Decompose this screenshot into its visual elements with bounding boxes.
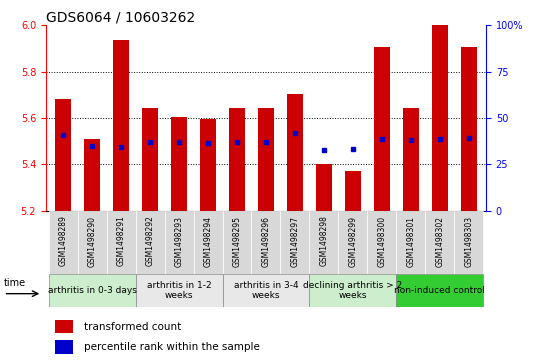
Text: GSM1498300: GSM1498300	[377, 216, 386, 267]
Text: percentile rank within the sample: percentile rank within the sample	[84, 342, 260, 352]
Bar	[200, 119, 216, 211]
Bar	[396, 274, 483, 307]
Bar	[403, 107, 418, 211]
Bar	[171, 117, 187, 211]
Text: GSM1498289: GSM1498289	[59, 216, 68, 266]
Bar	[252, 211, 280, 274]
Bar	[374, 48, 390, 211]
Bar	[222, 274, 309, 307]
Text: GSM1498302: GSM1498302	[435, 216, 444, 266]
Bar	[193, 211, 222, 274]
Bar	[309, 274, 396, 307]
Text: GSM1498294: GSM1498294	[204, 216, 213, 266]
Text: GSM1498301: GSM1498301	[406, 216, 415, 266]
Text: GSM1498298: GSM1498298	[319, 216, 328, 266]
Bar	[229, 107, 245, 211]
Text: arthritis in 1-2
weeks: arthritis in 1-2 weeks	[147, 281, 211, 300]
Text: GSM1498293: GSM1498293	[174, 216, 184, 266]
Text: GDS6064 / 10603262: GDS6064 / 10603262	[46, 10, 195, 24]
Text: GSM1498296: GSM1498296	[261, 216, 271, 266]
Text: GSM1498292: GSM1498292	[146, 216, 154, 266]
Bar	[55, 340, 73, 354]
Bar	[78, 211, 107, 274]
Text: GSM1498290: GSM1498290	[87, 216, 97, 266]
Bar	[84, 139, 100, 211]
Text: arthritis in 0-3 days: arthritis in 0-3 days	[48, 286, 137, 295]
Bar	[49, 274, 136, 307]
Text: GSM1498295: GSM1498295	[233, 216, 241, 266]
Bar	[136, 274, 222, 307]
Bar	[316, 164, 332, 211]
Bar	[367, 211, 396, 274]
Text: GSM1498303: GSM1498303	[464, 216, 473, 267]
Bar	[309, 211, 339, 274]
Bar	[107, 211, 136, 274]
Bar	[339, 211, 367, 274]
Text: GSM1498299: GSM1498299	[348, 216, 357, 266]
Text: time: time	[4, 278, 26, 288]
Text: GSM1498291: GSM1498291	[117, 216, 126, 266]
Bar	[396, 211, 425, 274]
Bar	[55, 99, 71, 211]
Bar	[461, 48, 477, 211]
Bar	[165, 211, 193, 274]
Bar	[113, 40, 129, 211]
Bar	[49, 211, 78, 274]
Bar	[425, 211, 454, 274]
Text: non-induced control: non-induced control	[394, 286, 485, 295]
Bar	[136, 211, 165, 274]
Text: declining arthritis > 2
weeks: declining arthritis > 2 weeks	[303, 281, 402, 300]
Bar	[345, 171, 361, 211]
Text: arthritis in 3-4
weeks: arthritis in 3-4 weeks	[234, 281, 298, 300]
Bar	[55, 320, 73, 333]
Bar	[454, 211, 483, 274]
Bar	[222, 211, 252, 274]
Bar	[142, 107, 158, 211]
Bar	[287, 94, 303, 211]
Text: transformed count: transformed count	[84, 322, 181, 332]
Bar	[431, 25, 448, 211]
Text: GSM1498297: GSM1498297	[291, 216, 299, 266]
Bar	[280, 211, 309, 274]
Bar	[258, 107, 274, 211]
